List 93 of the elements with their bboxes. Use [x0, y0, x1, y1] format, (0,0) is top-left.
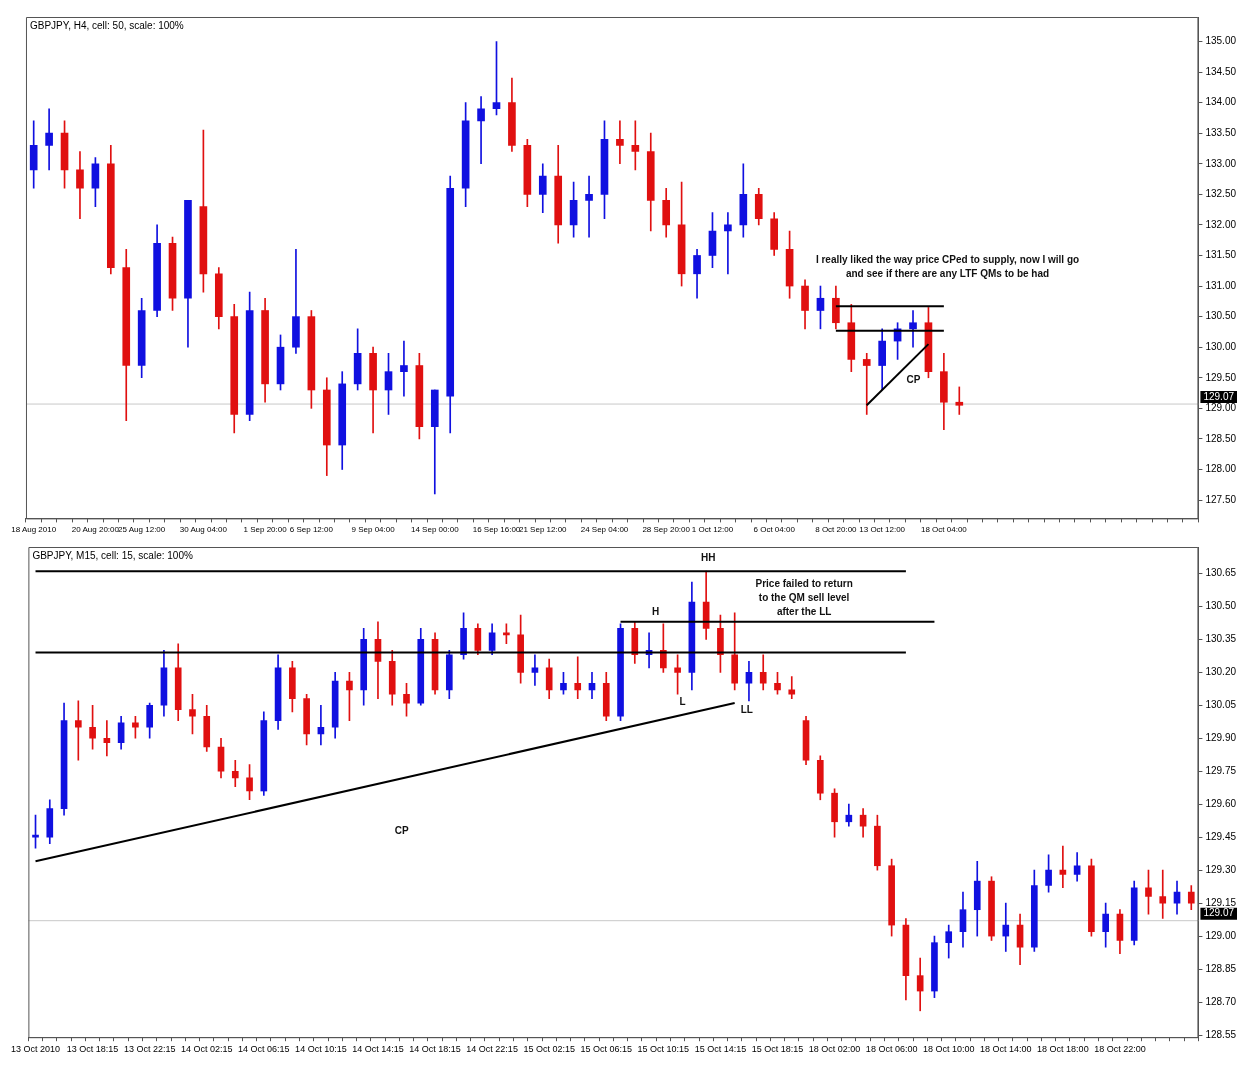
candlestick	[909, 310, 917, 348]
y-tick-label: 129.60	[1205, 797, 1237, 809]
x-tick-label: 13 Oct 22:15	[123, 1044, 176, 1055]
y-tick-label: 130.65	[1205, 567, 1237, 579]
annotation: L	[679, 695, 686, 707]
y-tick-label: 129.45	[1205, 830, 1237, 842]
x-tick-label: 18 Aug 2010	[11, 525, 57, 535]
y-tick-label: 129.75	[1205, 764, 1237, 776]
x-tick-label: 14 Oct 06:15	[238, 1044, 290, 1055]
x-tick-label: 13 Oct 2010	[10, 1044, 61, 1055]
annotation: CP	[906, 373, 921, 385]
y-tick-label: 131.50	[1205, 249, 1237, 261]
ref-line-label: 129.07	[1203, 390, 1235, 402]
y-tick-label: 128.50	[1205, 432, 1237, 444]
x-tick-label: 14 Oct 18:15	[409, 1044, 461, 1055]
annotation: CP	[394, 824, 409, 836]
candlestick	[862, 352, 871, 415]
x-tick-label: 15 Oct 18:15	[751, 1044, 804, 1055]
candlestick	[724, 212, 732, 275]
candlestick	[1159, 869, 1167, 919]
y-tick-label: 130.20	[1205, 666, 1237, 678]
x-tick-label: 13 Oct 18:15	[66, 1044, 119, 1055]
y-tick-label: 129.00	[1205, 402, 1237, 414]
y-tick-label: 127.50	[1205, 493, 1237, 505]
x-tick-label: 15 Oct 06:15	[580, 1044, 633, 1055]
y-tick-label: 129.90	[1205, 731, 1237, 743]
y-tick-label: 130.35	[1205, 633, 1237, 645]
x-tick-label: 14 Oct 14:15	[352, 1044, 404, 1055]
ref-line-label: 129.07	[1203, 907, 1235, 919]
x-tick-label: 18 Oct 06:00	[865, 1044, 918, 1055]
y-tick-label: 128.00	[1205, 463, 1237, 475]
y-tick-label: 129.30	[1205, 863, 1237, 875]
y-tick-label: 134.00	[1205, 96, 1237, 108]
candlestick	[585, 175, 593, 238]
x-tick-label: 24 Sep 04:00	[580, 525, 629, 535]
x-tick-label: 18 Oct 02:00	[808, 1044, 861, 1055]
candlestick	[45, 108, 53, 171]
annotation: LL	[740, 704, 753, 716]
x-tick-label: 15 Oct 14:15	[694, 1044, 747, 1055]
x-tick-label: 15 Oct 02:15	[523, 1044, 575, 1055]
candlestick	[1002, 902, 1010, 952]
y-tick-label: 130.05	[1205, 699, 1237, 711]
x-tick-label: 18 Oct 04:00	[920, 525, 968, 535]
annotation: HH	[700, 551, 716, 563]
y-tick-label: 130.50	[1205, 310, 1237, 322]
y-tick-label: 129.50	[1205, 371, 1237, 383]
x-tick-label: 20 Aug 20:00	[71, 525, 120, 535]
x-tick-label: 14 Oct 02:15	[180, 1044, 233, 1055]
y-tick-label: 128.55	[1205, 1028, 1237, 1040]
annotation: H	[651, 606, 660, 618]
x-tick-label: 25 Aug 12:00	[118, 525, 166, 535]
y-tick-label: 128.85	[1205, 962, 1237, 974]
x-tick-label: 6 Oct 04:00	[753, 525, 796, 535]
candlestick	[400, 340, 408, 397]
y-tick-label: 129.15	[1205, 896, 1237, 908]
y-tick-label: 132.00	[1205, 218, 1237, 230]
x-tick-label: 9 Sep 04:00	[351, 525, 396, 535]
candlestick	[616, 120, 624, 165]
y-tick-label: 130.50	[1205, 600, 1237, 612]
x-tick-label: 18 Oct 10:00	[922, 1044, 975, 1055]
x-tick-label: 18 Oct 18:00	[1037, 1044, 1089, 1055]
x-tick-label: 14 Oct 22:15	[466, 1044, 518, 1055]
x-tick-label: 1 Sep 20:00	[243, 525, 288, 535]
x-tick-label: 15 Oct 10:15	[637, 1044, 690, 1055]
x-tick-label: 18 Oct 14:00	[980, 1044, 1032, 1055]
y-tick-label: 131.00	[1205, 279, 1237, 291]
y-tick-label: 132.50	[1205, 188, 1237, 200]
x-tick-label: 30 Aug 04:00	[179, 525, 228, 535]
annotation: I really liked the way price CPed to supply, now I will go and see if there are any LTF QMs to be had	[815, 254, 1080, 280]
x-tick-label: 18 Oct 22:00	[1094, 1044, 1146, 1055]
candlestick	[955, 386, 964, 415]
x-tick-label: 28 Sep 20:00	[642, 525, 691, 535]
x-tick-label: 8 Oct 20:00	[815, 525, 858, 535]
x-tick-label: 14 Oct 10:15	[295, 1044, 347, 1055]
y-tick-label: 133.00	[1205, 157, 1237, 169]
y-tick-label: 128.70	[1205, 995, 1237, 1007]
x-tick-label: 1 Oct 12:00	[691, 525, 734, 535]
x-tick-label: 13 Oct 12:00	[859, 525, 906, 535]
candlestick	[74, 700, 82, 761]
annotation: Price failed to return to the QM sell level after the LL	[755, 578, 853, 618]
candlestick	[574, 656, 582, 700]
chart-title: GBPJPY, H4, cell: 50, scale: 100%	[29, 19, 184, 31]
x-tick-label: 14 Sep 00:00	[410, 525, 460, 535]
y-tick-label: 135.00	[1205, 35, 1237, 47]
x-tick-label: 6 Sep 12:00	[289, 525, 334, 535]
y-tick-label: 130.00	[1205, 340, 1237, 352]
candlestick	[788, 676, 796, 700]
candlestick	[477, 96, 485, 165]
x-tick-label: 16 Sep 16:00	[472, 525, 521, 535]
y-tick-label: 129.00	[1205, 929, 1237, 941]
y-tick-label: 133.50	[1205, 126, 1237, 138]
chart-title: GBPJPY, M15, cell: 15, scale: 100%	[32, 549, 193, 561]
y-tick-label: 134.50	[1205, 65, 1237, 77]
